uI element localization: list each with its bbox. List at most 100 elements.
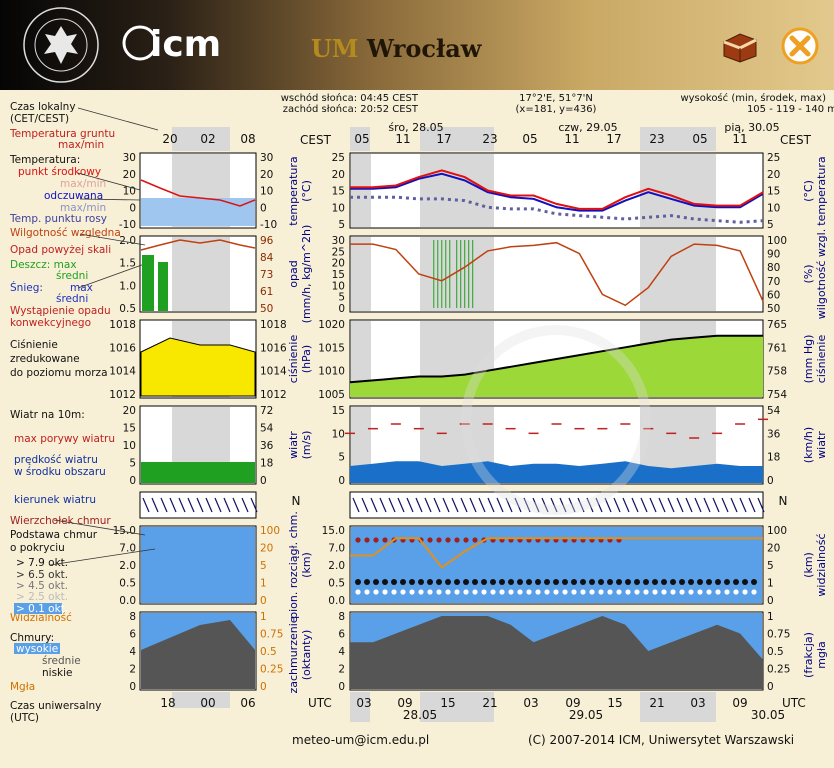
night-band-top xyxy=(420,127,494,151)
wind-arrow xyxy=(658,497,666,513)
night-band xyxy=(351,237,371,311)
tick-label: 7.0 xyxy=(328,543,345,555)
ylabel-temp: temperatura xyxy=(287,156,300,225)
cloud-base-dot xyxy=(382,589,388,595)
okt5-bg xyxy=(14,603,62,614)
tick-label: 1005 xyxy=(318,389,345,401)
contact-email[interactable]: meteo-um@icm.edu.pl xyxy=(292,733,430,747)
night-band xyxy=(351,407,371,483)
cloud-base-dark-dot xyxy=(724,579,730,585)
perceived-temp-line xyxy=(350,172,764,212)
hour-top: 17 xyxy=(436,132,451,146)
night-band xyxy=(640,237,716,311)
legend-label: Temp. punktu rosy xyxy=(9,213,107,225)
tick-label: 0.5 xyxy=(119,578,136,590)
wind-arrow xyxy=(757,497,765,513)
cloud-base-dot xyxy=(508,589,514,595)
legend-label: w środku obszaru xyxy=(14,466,106,478)
mini-hour-bottom: 06 xyxy=(240,696,255,710)
legend-label: Czas lokalny xyxy=(10,101,76,113)
tick-label: 84 xyxy=(260,252,274,264)
close-button[interactable] xyxy=(778,24,822,68)
page-title: UM Wrocław xyxy=(311,34,481,63)
cloud-base-dark-dot xyxy=(625,579,631,585)
ylabel-wind-unit-r: (km/h) xyxy=(802,427,815,463)
ylabel-precip: opad xyxy=(287,260,300,287)
hour-top: 23 xyxy=(649,132,664,146)
coords-text: 17°2'E, 51°7'N xyxy=(519,93,593,104)
utc-label-left: UTC xyxy=(308,696,332,710)
legend-label: średni xyxy=(56,293,88,305)
mini-wind-arrow xyxy=(250,497,258,513)
tick-label: 2 xyxy=(129,664,136,676)
cloud-base-dark-dot xyxy=(589,579,595,585)
ylabel-fog-unit: (frakcja) xyxy=(802,632,815,678)
ylabel-wind-unit: (m/s) xyxy=(300,431,313,460)
wind-arrow xyxy=(613,497,621,513)
tick-label: 5 xyxy=(767,219,774,231)
cloud-top-dot xyxy=(355,537,361,543)
wind-arrow xyxy=(469,497,477,513)
tick-label: 20 xyxy=(767,543,780,555)
cloud-base-dot xyxy=(742,589,748,595)
legend-label: o pokryciu xyxy=(10,542,65,554)
legend-label: odczuwana xyxy=(44,190,103,202)
ylabel-precip-unit: (mm/h, kg/m^2h) xyxy=(300,225,313,324)
mini-wind-arrow xyxy=(205,497,213,513)
icm-watermark xyxy=(461,325,651,515)
total-cloud-area xyxy=(350,616,763,689)
ylabel-cloud: pion. rozciągł. chm. xyxy=(287,511,300,619)
cloud-top-dot xyxy=(436,537,442,543)
hour-top: 17 xyxy=(606,132,621,146)
tick-label: 15 xyxy=(123,423,136,435)
hour-bottom: 15 xyxy=(607,696,622,710)
hour-top: 11 xyxy=(732,132,747,146)
hour-bottom: 09 xyxy=(565,696,580,710)
cloud-top-dot xyxy=(454,537,460,543)
cloud-base-dot xyxy=(454,589,460,595)
tick-label: 7.0 xyxy=(119,543,136,555)
legend-label: max/min xyxy=(60,178,106,190)
cloud-base-dot xyxy=(598,589,604,595)
wind-arrow xyxy=(433,497,441,513)
tick-label: 90 xyxy=(767,249,780,261)
tick-label: 1012 xyxy=(260,389,287,401)
cloud-base-dark-dot xyxy=(661,579,667,585)
tick-label: 1018 xyxy=(260,319,287,331)
cloud-base-dot xyxy=(670,589,676,595)
cloud-base-dot xyxy=(688,589,694,595)
wind-arrow xyxy=(496,497,504,513)
day-top: śro, 28.05 xyxy=(388,121,443,134)
wind-arrow xyxy=(541,497,549,513)
book-button[interactable] xyxy=(718,24,762,68)
cest-label-left: CEST xyxy=(300,133,332,147)
cloud-base-dark-dot xyxy=(670,579,676,585)
mini-pressure-area xyxy=(140,337,256,397)
cloud-base-dark-dot xyxy=(580,579,586,585)
tick-label: 1012 xyxy=(109,389,136,401)
wind-arrow xyxy=(451,497,459,513)
night-band-top xyxy=(350,127,370,151)
cloud-base-dot xyxy=(472,589,478,595)
cloud-base-dot xyxy=(499,589,505,595)
cloud-base-dot xyxy=(643,589,649,595)
mini-wind-arrow xyxy=(241,497,249,513)
compass-n-left: N xyxy=(292,494,301,508)
mini-wind-arrow xyxy=(196,497,204,513)
cloud-base-dark-dot xyxy=(454,579,460,585)
legend-label: Wiatr na 10m: xyxy=(10,409,85,421)
tick-label: 4 xyxy=(129,646,136,658)
tick-label: 0.25 xyxy=(767,664,790,676)
tick-label: 2 xyxy=(338,664,345,676)
cloud-base-dot xyxy=(751,589,757,595)
tick-label: 30 xyxy=(260,152,273,164)
cloud-base-dot xyxy=(544,589,550,595)
cloud-top-dot xyxy=(373,537,379,543)
wind-arrow xyxy=(460,497,468,513)
wind-arrow xyxy=(424,497,432,513)
tick-label: 0.5 xyxy=(767,646,784,658)
hour-top: 11 xyxy=(395,132,410,146)
tick-label: 72 xyxy=(260,405,273,417)
legend-label: średnie xyxy=(42,655,81,667)
cloud-base-dark-dot xyxy=(652,579,658,585)
